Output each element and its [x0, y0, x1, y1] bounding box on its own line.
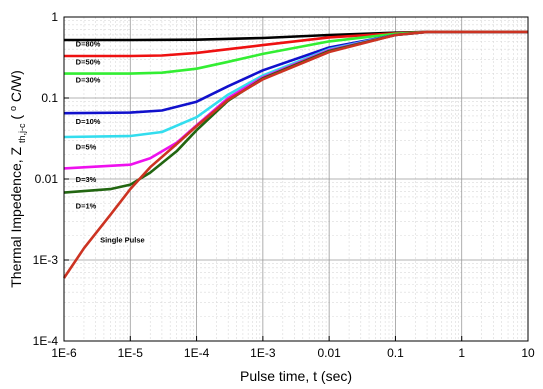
x-tick-label: 1 — [458, 346, 465, 360]
y-tick-label: 0.01 — [35, 172, 59, 186]
x-tick-label: 1E-4 — [184, 346, 210, 360]
x-tick-label: 0.1 — [387, 346, 404, 360]
x-tick-label: 0.01 — [317, 346, 341, 360]
series-label-d-50: D=50% — [76, 57, 101, 66]
y-tick-label: 1 — [51, 10, 58, 24]
y-tick-label: 1E-3 — [33, 253, 59, 267]
series-line-single-pulse — [62, 30, 528, 279]
x-axis-ticks: 1E-6 1E-5 1E-4 1E-3 0.01 0.1 1 10 — [51, 336, 535, 360]
y-axis-label-close: C/W) — [8, 70, 24, 102]
series-label-d-1: D=1% — [76, 202, 97, 211]
y-axis-ticks: 1E-4 1E-3 0.01 0.1 1 — [33, 10, 69, 348]
y-axis-label-prefix: Thermal Impedence, Z — [8, 146, 24, 287]
series-labels: D=80% D=50% D=30% D=10% D=5% D=3% D=1% Single P… — [76, 40, 145, 245]
y-axis-label: Thermal Impedence, Z th,j-c ( o C/W) — [3, 70, 28, 288]
x-tick-label: 1E-5 — [118, 346, 144, 360]
series-line-d-3 — [63, 30, 528, 170]
series-label-d-5: D=5% — [76, 143, 97, 152]
y-tick-label: 0.1 — [41, 91, 58, 105]
x-tick-label: 10 — [521, 346, 535, 360]
series-label-d-3: D=3% — [76, 175, 97, 184]
series-label-d-10: D=10% — [76, 117, 101, 126]
x-tick-label: 1E-6 — [51, 346, 77, 360]
y-axis-label-subscript: th,j-c — [17, 123, 27, 143]
series-label-single-pulse: Single Pulse — [100, 235, 145, 244]
x-axis-label: Pulse time, t (sec) — [240, 368, 352, 384]
series-label-d-30: D=30% — [76, 76, 101, 85]
y-axis-label-open: ( — [8, 115, 24, 120]
x-tick-label: 1E-3 — [250, 346, 276, 360]
y-tick-label: 1E-4 — [33, 334, 59, 348]
series-label-d-80: D=80% — [76, 40, 101, 49]
y-axis-label-superscript: o — [8, 106, 18, 111]
series-lines — [62, 30, 528, 279]
